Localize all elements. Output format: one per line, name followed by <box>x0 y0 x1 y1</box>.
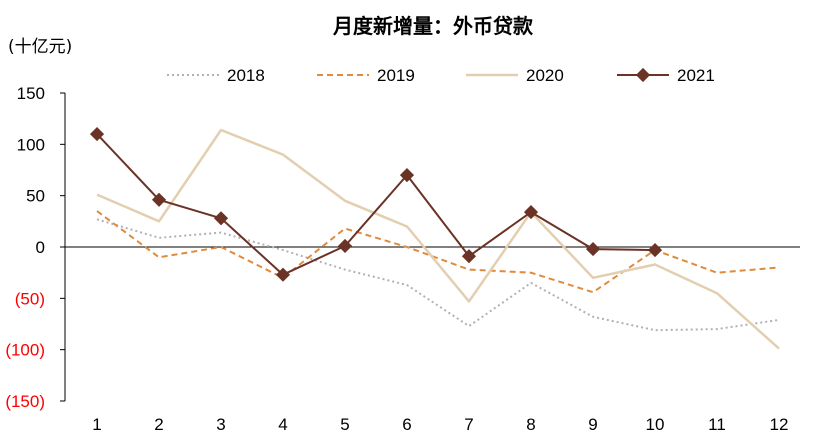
legend-label-2020: 2020 <box>526 66 564 85</box>
y-tick-label: 100 <box>17 135 45 154</box>
x-tick-label: 4 <box>278 415 287 434</box>
y-tick-label: (150) <box>5 392 45 411</box>
legend: 2018 2019 2020 2021 <box>167 66 715 85</box>
data-point-2021 <box>337 238 353 254</box>
x-tick-label: 12 <box>770 415 789 434</box>
x-tick-label: 9 <box>588 415 597 434</box>
legend-label-2018: 2018 <box>227 66 265 85</box>
x-tick-label: 1 <box>92 415 101 434</box>
y-tick-label: (50) <box>15 289 45 308</box>
series-layer <box>89 127 780 350</box>
x-tick-label: 2 <box>154 415 163 434</box>
data-point-2021 <box>585 241 601 257</box>
series-line-2021 <box>96 133 656 276</box>
series-line-2020 <box>96 128 780 350</box>
data-point-2021 <box>213 211 229 226</box>
legend-label-2019: 2019 <box>377 66 415 85</box>
x-tick-label: 3 <box>216 415 225 434</box>
y-tick-label: (100) <box>5 341 45 360</box>
x-tick-label: 8 <box>526 415 535 434</box>
x-tick-label: 10 <box>646 415 665 434</box>
series-line-2018 <box>96 218 780 332</box>
y-tick-label: 150 <box>17 84 45 103</box>
x-tick-label: 7 <box>464 415 473 434</box>
x-tick-label: 5 <box>340 415 349 434</box>
data-point-2021 <box>461 249 477 264</box>
x-tick-label: 6 <box>402 415 411 434</box>
legend-label-2021: 2021 <box>677 66 715 85</box>
data-point-2021 <box>151 192 167 207</box>
x-tick-label: 11 <box>708 415 726 434</box>
data-point-2021 <box>523 205 539 220</box>
chart-title: 月度新增量：外币贷款 <box>332 14 534 38</box>
y-tick-label: 50 <box>26 187 45 206</box>
unit-label: (十亿元) <box>8 37 72 57</box>
y-tick-label: 0 <box>36 238 45 257</box>
series-line-2019 <box>96 210 780 294</box>
legend-marker-2021 <box>635 67 651 83</box>
data-point-2021 <box>647 243 663 258</box>
